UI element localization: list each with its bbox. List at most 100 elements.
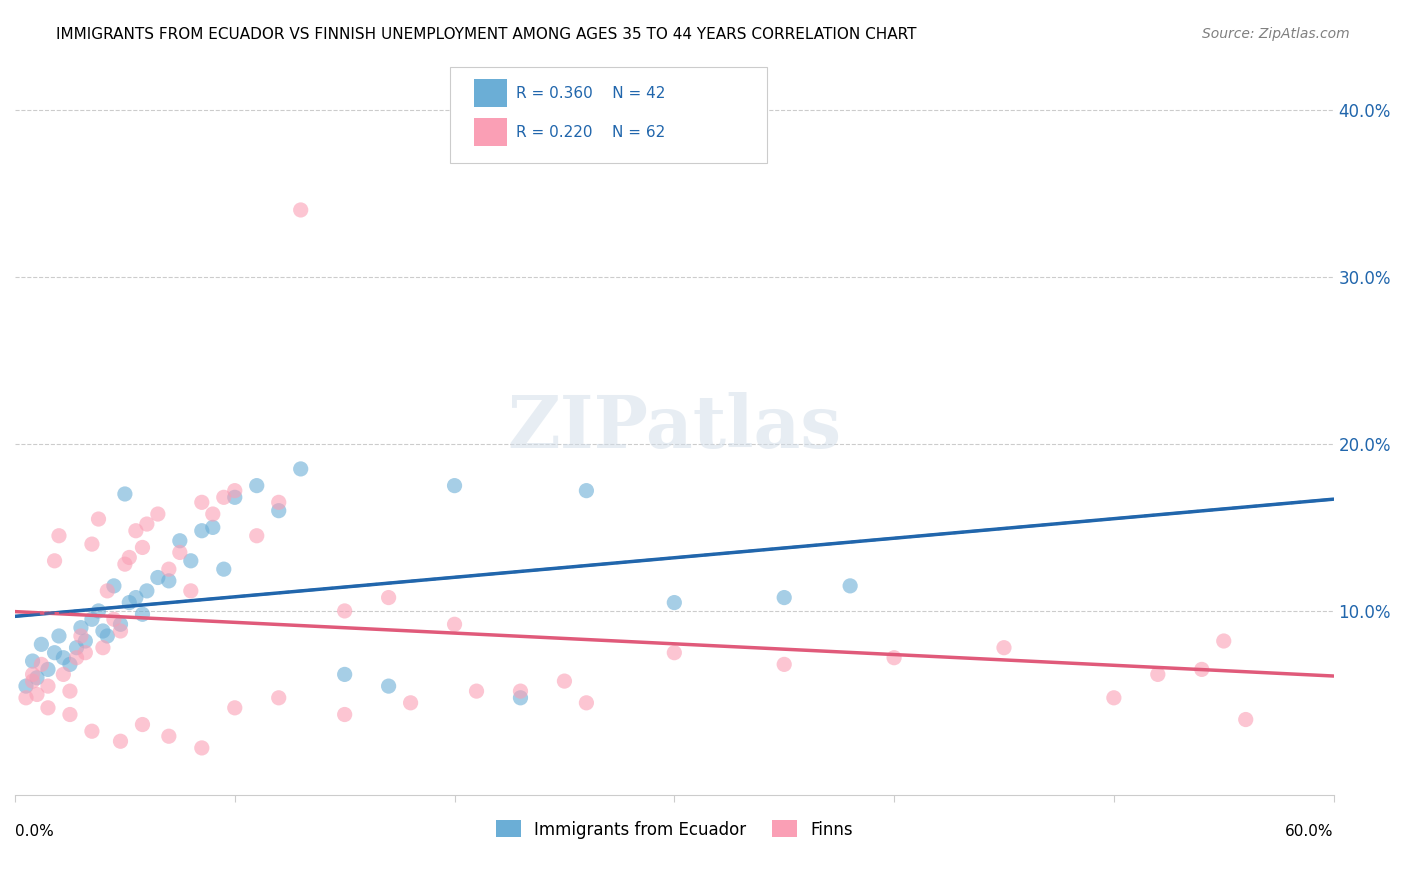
Point [465,684,488,698]
Point [70,621,93,635]
Point [1234,713,1257,727]
Point [180,583,202,598]
Point [44,554,66,568]
Point [118,596,141,610]
Point [80,537,103,551]
Point [110,734,132,748]
Point [114,487,136,501]
Point [65,640,87,655]
Point [37,679,59,693]
Point [131,717,153,731]
Point [267,504,290,518]
Text: 0.0%: 0.0% [15,824,53,839]
Point [75,646,97,660]
Point [21,667,44,681]
Point [191,524,214,538]
Point [125,591,148,605]
Point [80,612,103,626]
Point [30,637,52,651]
Point [30,657,52,672]
Point [91,640,114,655]
Point [1212,634,1234,648]
Point [114,557,136,571]
Point [135,517,157,532]
Point [21,674,44,689]
Point [80,724,103,739]
Point [103,612,125,626]
Point [201,507,224,521]
Point [664,596,686,610]
Point [169,533,191,548]
Point [993,640,1015,655]
Point [96,629,118,643]
Text: 60.0%: 60.0% [1285,824,1334,839]
Text: ZIPatlas: ZIPatlas [508,392,841,463]
FancyBboxPatch shape [474,79,506,107]
Point [135,583,157,598]
Point [91,624,114,638]
Point [48,629,70,643]
Point [157,729,180,743]
Point [146,507,169,521]
Point [169,545,191,559]
Point [110,617,132,632]
Point [125,524,148,538]
Point [443,478,465,492]
Point [75,634,97,648]
Point [59,707,82,722]
Point [96,583,118,598]
Point [87,604,110,618]
Point [103,579,125,593]
Point [37,701,59,715]
Point [48,529,70,543]
Point [883,650,905,665]
Point [191,740,214,755]
Point [664,646,686,660]
Text: Source: ZipAtlas.com: Source: ZipAtlas.com [1202,27,1350,41]
Point [1102,690,1125,705]
Point [70,629,93,643]
Point [110,624,132,638]
Point [246,529,269,543]
Text: R = 0.220    N = 62: R = 0.220 N = 62 [516,125,665,140]
Text: R = 0.360    N = 42: R = 0.360 N = 42 [516,86,665,101]
Point [246,478,269,492]
Point [773,657,796,672]
FancyBboxPatch shape [450,67,766,162]
Point [52,667,75,681]
Point [212,491,235,505]
Point [146,570,169,584]
Point [59,684,82,698]
Point [839,579,862,593]
Point [14,690,37,705]
Point [377,679,399,693]
Point [773,591,796,605]
Point [224,483,246,498]
Point [25,671,48,685]
Point [180,554,202,568]
Point [290,462,312,476]
Point [131,607,153,622]
Point [157,574,180,588]
Point [52,650,75,665]
Text: IMMIGRANTS FROM ECUADOR VS FINNISH UNEMPLOYMENT AMONG AGES 35 TO 44 YEARS CORREL: IMMIGRANTS FROM ECUADOR VS FINNISH UNEMP… [56,27,917,42]
Point [399,696,422,710]
Point [509,684,531,698]
Point [59,657,82,672]
Point [377,591,399,605]
Point [191,495,214,509]
Point [14,679,37,693]
Point [224,491,246,505]
Point [201,520,224,534]
Point [44,646,66,660]
Point [65,650,87,665]
Point [21,654,44,668]
Point [553,674,575,689]
Point [443,617,465,632]
Point [267,495,290,509]
Legend: Immigrants from Ecuador, Finns: Immigrants from Ecuador, Finns [489,814,859,846]
Point [575,696,598,710]
Point [290,202,312,217]
Point [333,667,356,681]
Point [1191,662,1213,676]
